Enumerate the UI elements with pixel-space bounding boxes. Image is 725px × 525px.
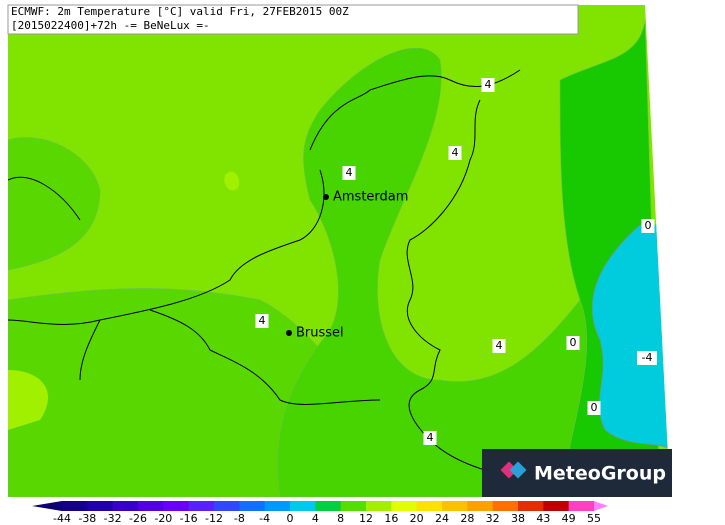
contour-label: 4 [485, 78, 492, 91]
colorbar-segment [163, 501, 190, 511]
contour-label: 0 [570, 336, 577, 349]
colorbar-segment [290, 501, 316, 511]
header-box [7, 4, 579, 35]
colorbar-tick-label: -20 [154, 512, 172, 525]
colorbar-segment [518, 501, 544, 511]
field-region [8, 137, 101, 271]
colorbar-segment [138, 501, 164, 511]
colorbar-tick-label: -38 [78, 512, 96, 525]
contour-label: 4 [452, 146, 459, 159]
colorbar-segment [492, 501, 519, 511]
colorbar-segment [568, 501, 595, 511]
colorbar-segment [87, 501, 114, 511]
city-label: Brussel [296, 326, 344, 341]
colorbar-tick-label: 20 [410, 512, 424, 525]
contour-label-box [481, 78, 495, 92]
colorbar-segment [188, 501, 215, 511]
contour-label-box [587, 401, 601, 415]
contour-label: 4 [427, 431, 434, 444]
logo-icon [500, 461, 518, 479]
contour-label-box [448, 146, 462, 160]
logo-icon [509, 461, 527, 479]
colorbar-segment [62, 501, 88, 511]
colorbar-tick-label: 4 [312, 512, 319, 525]
colorbar-tick-label: 8 [337, 512, 344, 525]
city-label: Amsterdam [333, 190, 408, 205]
contour-label: 0 [591, 401, 598, 414]
colorbar-tick-label: -8 [234, 512, 245, 525]
colorbar-tick-label: -26 [129, 512, 147, 525]
colorbar-arrow [32, 501, 62, 511]
contour-label: -4 [642, 351, 653, 364]
contour-label-box [342, 166, 356, 180]
colorbar-segment [467, 501, 494, 511]
contour-label-box [637, 351, 657, 365]
colorbar-tick-label: -12 [205, 512, 223, 525]
contour-label: 4 [259, 314, 266, 327]
contour-label: 4 [496, 339, 503, 352]
colorbar-tick-label: 28 [460, 512, 474, 525]
colorbar-segment [340, 501, 367, 511]
colorbar-segment [543, 501, 570, 511]
colorbar-segment [416, 501, 443, 511]
colorbar-tick-label: 0 [287, 512, 294, 525]
colorbar-segment [112, 501, 139, 511]
colorbar-segment [214, 501, 240, 511]
border [8, 69, 521, 481]
colorbar-segment [264, 501, 291, 511]
header-line: ECMWF: 2m Temperature [°C] valid Fri, 27… [11, 5, 349, 18]
contour-label-box [641, 219, 655, 233]
contour-label-box [423, 431, 437, 445]
colorbar-segment [366, 501, 392, 511]
colorbar-tick-label: 43 [536, 512, 550, 525]
contour-label-box [255, 314, 269, 328]
colorbar-tick-label: 16 [384, 512, 398, 525]
colorbar-tick-label: 38 [511, 512, 525, 525]
colorbar-segment [442, 501, 468, 511]
colorbar-tick-label: 24 [435, 512, 449, 525]
field-cold [591, 224, 670, 451]
colorbar-tick-label: 32 [486, 512, 500, 525]
colorbar-tick-label: -44 [53, 512, 71, 525]
contour-label: 4 [346, 166, 353, 179]
colorbar-tick-label: -16 [180, 512, 198, 525]
colorbar-segment [315, 501, 342, 511]
city-dot [286, 330, 292, 336]
colorbar-tick-label: 49 [562, 512, 576, 525]
colorbar-tick-label: -4 [259, 512, 270, 525]
field-region [8, 370, 49, 430]
field-region [224, 171, 240, 191]
colorbar-tick-label: 55 [587, 512, 601, 525]
contour-label-box [492, 339, 506, 353]
city-dot [323, 194, 329, 200]
colorbar-segment [391, 501, 418, 511]
colorbar-segment [239, 501, 266, 511]
colorbar-arrow [594, 501, 608, 511]
header-line: [2015022400]+72h -= BeNeLux =- [11, 19, 210, 32]
contour-label: 0 [645, 219, 652, 232]
colorbar-tick-label: -32 [104, 512, 122, 525]
contour-label-box [566, 336, 580, 350]
colorbar-tick-label: 12 [359, 512, 373, 525]
logo-text: MeteoGroup [534, 463, 666, 485]
